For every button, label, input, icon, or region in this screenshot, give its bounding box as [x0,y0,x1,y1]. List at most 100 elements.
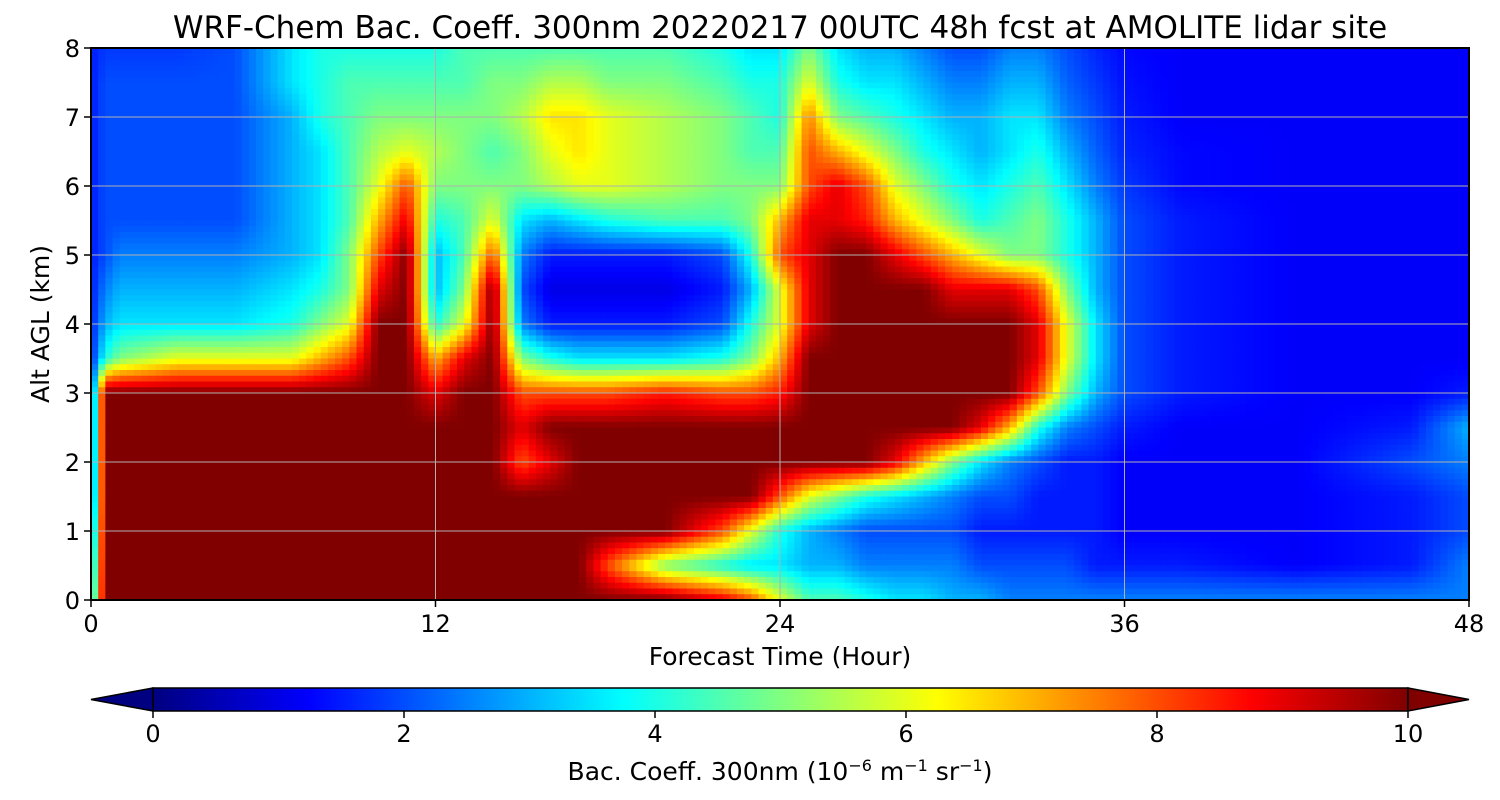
heatmap-cell [126,128,135,135]
heatmap-cell [650,163,659,170]
heatmap-cell [1246,174,1255,181]
heatmap-cell [744,99,752,107]
heatmap-cell [327,140,336,147]
heatmap-cell [234,180,243,187]
heatmap-cell [112,174,121,181]
heatmap-cell [679,151,688,158]
heatmap-cell [543,94,551,101]
heatmap-cell [765,71,774,78]
heatmap-cell [1433,168,1441,176]
heatmap-cell [1031,117,1039,124]
heatmap-cell [464,94,472,101]
heatmap-cell [765,76,774,84]
heatmap-cell [1239,134,1248,141]
heatmap-cell [1217,71,1226,78]
heatmap-cell [1232,48,1240,55]
heatmap-cell [1397,174,1406,181]
heatmap-cell [378,122,386,130]
heatmap-cell [1124,105,1133,112]
heatmap-cell [1181,145,1190,153]
heatmap-cell [478,48,487,55]
heatmap-cell [1146,88,1154,95]
heatmap-cell [758,94,767,101]
heatmap-cell [851,174,860,181]
heatmap-cell [299,82,307,89]
heatmap-cell [227,76,236,84]
heatmap-cell [1160,168,1169,176]
heatmap-cell [1174,99,1183,107]
heatmap-cell [614,168,623,176]
heatmap-cell [177,59,185,66]
heatmap-cell [220,82,228,89]
heatmap-cell [119,88,128,95]
heatmap-cell [169,65,178,72]
heatmap-cell [858,71,867,78]
heatmap-cell [98,82,106,89]
heatmap-cell [1160,122,1169,130]
heatmap-cell [988,94,996,101]
heatmap-cell [349,186,358,193]
heatmap-cell [1052,88,1061,95]
heatmap-cell [1210,88,1219,95]
heatmap-cell [1217,76,1226,84]
heatmap-cell [1296,53,1305,61]
heatmap-cell [657,128,666,135]
heatmap-cell [873,59,882,66]
heatmap-cell [234,105,243,112]
heatmap-cell [959,134,968,141]
heatmap-cell [1117,180,1126,187]
heatmap-cell [177,174,185,181]
heatmap-cell [191,71,200,78]
heatmap-cell [880,117,889,124]
heatmap-cell [205,157,214,164]
heatmap-cell [715,180,724,187]
heatmap-cell [1454,151,1463,158]
heatmap-cell [514,180,523,187]
heatmap-cell [1268,180,1276,187]
heatmap-cell [162,134,171,141]
heatmap-cell [413,99,422,107]
heatmap-cell [650,128,659,135]
heatmap-cell [320,191,329,199]
heatmap-cell [672,134,681,141]
heatmap-cell [392,111,401,118]
heatmap-cell [550,140,559,147]
heatmap-cell [1282,76,1291,84]
heatmap-cell [1224,174,1233,181]
heatmap-cell [155,122,164,130]
heatmap-cell [959,122,968,130]
heatmap-cell [500,105,508,112]
heatmap-cell [507,134,516,141]
heatmap-cell [1303,59,1312,66]
heatmap-cell [492,168,501,176]
heatmap-cell [1009,122,1018,130]
heatmap-cell [765,186,774,193]
heatmap-cell [1160,163,1169,170]
heatmap-cell [356,134,365,141]
heatmap-cell [442,174,451,181]
heatmap-cell [205,191,214,199]
heatmap-cell [1160,186,1169,193]
heatmap-cell [248,140,257,147]
heatmap-cell [256,180,264,187]
heatmap-cell [413,88,422,95]
heatmap-cell [657,163,666,170]
heatmap-cell [923,88,932,95]
heatmap-cell [1253,186,1262,193]
heatmap-cell [428,128,437,135]
heatmap-cell [1303,48,1312,55]
heatmap-cell [643,53,652,61]
heatmap-cell [988,71,996,78]
heatmap-cell [902,76,910,84]
heatmap-cell [1189,59,1197,66]
heatmap-cell [428,71,437,78]
heatmap-cell [593,48,602,55]
heatmap-cell [449,157,458,164]
heatmap-cell [1311,71,1319,78]
heatmap-cell [1339,128,1348,135]
heatmap-cell [772,140,781,147]
heatmap-cell [162,174,171,181]
heatmap-cell [823,122,831,130]
heatmap-cell [923,122,932,130]
heatmap-cell [449,122,458,130]
